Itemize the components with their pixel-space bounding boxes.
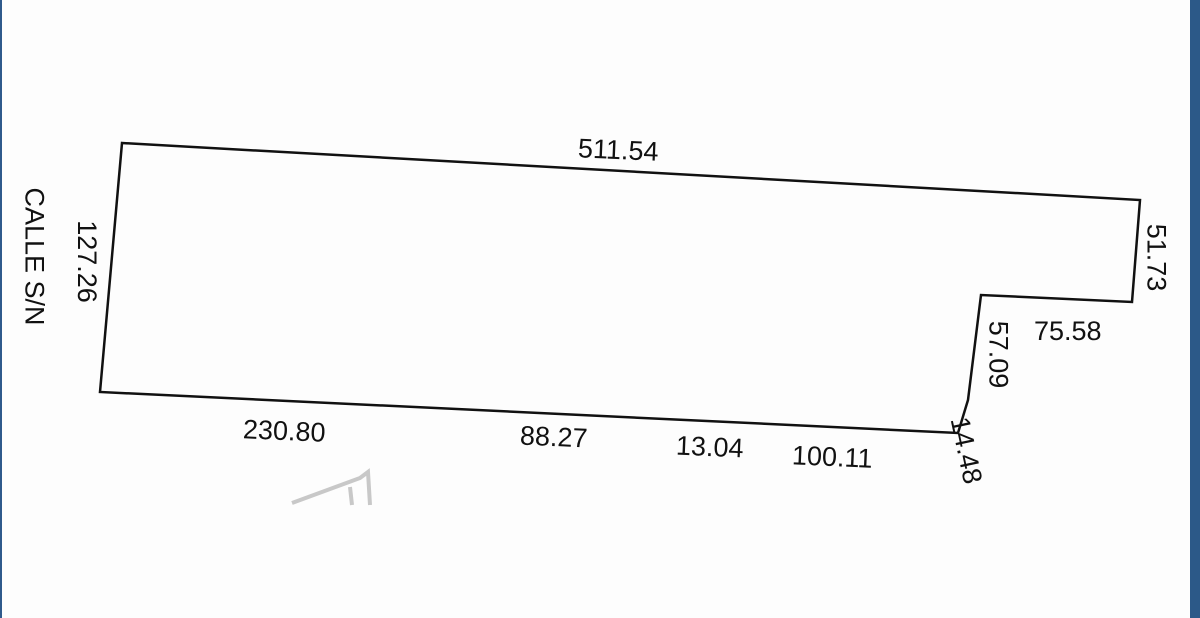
measure-left: 127.26 <box>71 220 102 303</box>
faint-background-mark <box>291 468 372 506</box>
measure-bottom-2: 88.27 <box>519 420 589 454</box>
lot-boundary <box>98 141 1142 435</box>
street-label: CALLE S/N <box>19 187 50 326</box>
measure-bottom-3: 13.04 <box>675 430 745 464</box>
measure-top: 511.54 <box>577 133 660 167</box>
measure-bottom-4: 100.11 <box>791 440 874 474</box>
measure-bottom-1: 230.80 <box>242 414 327 448</box>
frame-left-border <box>0 0 2 618</box>
frame-right-border <box>1190 0 1200 618</box>
measure-notch-horizontal: 75.58 <box>1034 316 1102 346</box>
measure-right: 51.73 <box>1141 223 1172 292</box>
measure-notch-vertical: 57.09 <box>983 320 1014 389</box>
